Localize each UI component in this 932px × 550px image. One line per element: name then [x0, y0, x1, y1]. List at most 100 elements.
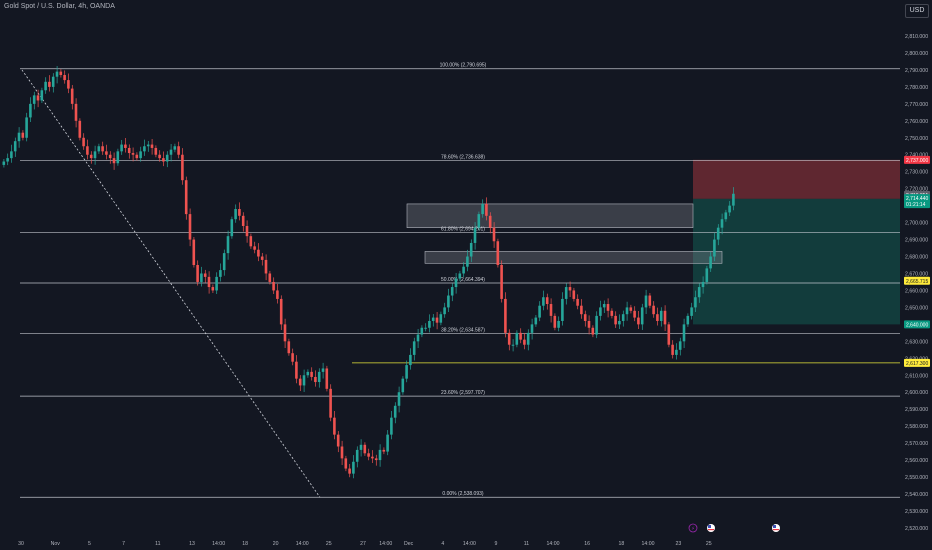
candle	[572, 287, 576, 302]
candle	[283, 318, 287, 348]
svg-text:01:21:14: 01:21:14	[906, 202, 926, 208]
candle	[264, 254, 268, 281]
candle	[165, 151, 169, 168]
candle	[682, 318, 686, 348]
candle	[538, 301, 541, 322]
candle	[599, 300, 602, 321]
candle	[291, 348, 294, 366]
candle	[67, 73, 70, 94]
candle	[101, 141, 104, 155]
price-tick-label: 2,740.000	[905, 153, 928, 159]
candle	[610, 308, 614, 319]
candle	[694, 290, 697, 312]
price-tick-label: 2,670.000	[905, 271, 928, 277]
candle	[192, 237, 196, 268]
time-tick-label: 13	[189, 541, 195, 547]
time-tick-label: 14:00	[212, 541, 225, 547]
price-tick-label: 2,680.000	[905, 255, 928, 261]
time-axis[interactable]: 30 Nov 5 7 11 13 14:00 18 20 14:00 25 27 14:00 Dec 4 14…	[18, 541, 712, 547]
time-tick-label: 9	[495, 541, 498, 547]
candle	[82, 133, 85, 150]
price-tag-layer: 2,737.0002,716.3512,714.44001:21:142,665…	[904, 155, 930, 367]
supply-zone-upper[interactable]	[406, 203, 694, 228]
candle	[629, 304, 633, 314]
candle	[580, 299, 583, 319]
fib-level-label: 0.00% (2,538.093)	[442, 491, 483, 497]
price-tick-label: 2,610.000	[905, 373, 928, 379]
candle	[234, 204, 237, 223]
symbol-title: Gold Spot / U.S. Dollar, 4h, OANDA	[4, 3, 115, 10]
time-tick-label: 7	[122, 541, 125, 547]
candle	[671, 340, 674, 359]
candle	[317, 368, 321, 388]
candle	[40, 87, 44, 104]
candle	[86, 139, 89, 160]
zone-layer	[406, 159, 900, 325]
candle	[215, 272, 218, 295]
candle	[306, 369, 310, 378]
supply-zone-lower[interactable]	[424, 251, 723, 264]
candle	[492, 222, 496, 248]
candle	[143, 139, 146, 156]
candle	[63, 70, 66, 84]
candle	[576, 294, 579, 310]
candle	[420, 325, 424, 338]
candle	[648, 292, 652, 309]
candle	[89, 151, 93, 164]
time-tick-label: 14:00	[547, 541, 560, 547]
us-flag-event-icon[interactable]	[772, 524, 780, 532]
candle	[690, 302, 693, 320]
candle	[348, 463, 351, 478]
candle	[29, 97, 32, 123]
candle	[728, 201, 731, 216]
candle	[382, 447, 386, 455]
candle	[127, 144, 131, 159]
currency-selector[interactable]: USD	[905, 4, 929, 18]
trendline-layer[interactable]	[21, 69, 900, 498]
take-profit-zone[interactable]	[693, 198, 900, 325]
candle	[230, 216, 234, 239]
stop-loss-zone[interactable]	[693, 159, 900, 199]
price-tick-label: 2,700.000	[905, 221, 928, 227]
price-axis[interactable]: 2,520.000 2,530.000 2,540.000 2,550.000 2,56…	[900, 0, 932, 550]
candle	[124, 137, 127, 153]
candle	[697, 283, 701, 303]
candle	[386, 430, 389, 456]
candle	[519, 328, 522, 344]
candle	[93, 145, 97, 165]
candle	[276, 283, 279, 304]
candle	[13, 137, 17, 157]
stop-price-tag: 2,737.000	[904, 155, 930, 164]
candle	[325, 365, 329, 392]
candle	[732, 187, 735, 211]
candle	[344, 455, 348, 472]
time-tick-label: 11	[155, 541, 160, 547]
candle	[416, 328, 420, 348]
candle	[371, 450, 374, 463]
trend-line[interactable]	[21, 69, 321, 498]
candle	[424, 323, 427, 332]
candle	[302, 369, 306, 393]
price-tick-label: 2,630.000	[905, 339, 928, 345]
candle	[279, 295, 283, 330]
svg-text:2,714.440: 2,714.440	[906, 196, 928, 202]
candle	[561, 292, 564, 326]
candle	[48, 75, 51, 92]
lightning-event-icon[interactable]: ⚡	[688, 523, 698, 533]
event-icon-layer[interactable]: ⚡	[688, 523, 780, 533]
candle	[321, 362, 325, 379]
us-flag-event-icon[interactable]	[707, 524, 715, 532]
candle	[241, 212, 245, 232]
candle	[640, 303, 644, 330]
candle	[36, 89, 40, 108]
candle	[260, 252, 264, 266]
candle	[150, 138, 154, 155]
time-tick-label: 14:00	[379, 541, 392, 547]
candle	[120, 139, 123, 155]
time-tick-label: 30	[18, 541, 24, 547]
fibonacci-retracement[interactable]: 100.00% (2,790.695) 78.60% (2,736.638) 61.…	[20, 63, 900, 498]
candle	[701, 276, 705, 294]
candle	[226, 230, 230, 260]
candle	[359, 439, 363, 457]
